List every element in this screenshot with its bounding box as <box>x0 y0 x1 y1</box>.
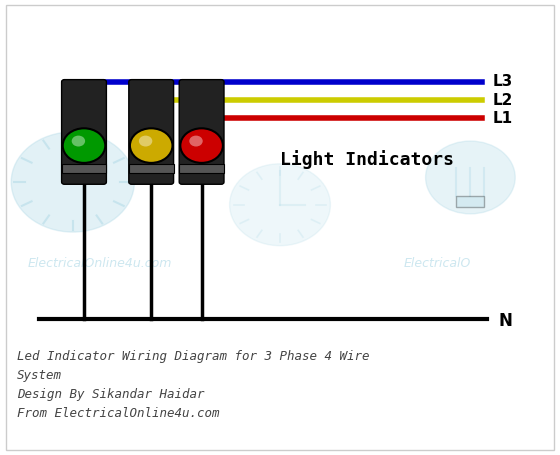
Text: L3: L3 <box>493 75 513 89</box>
Circle shape <box>230 164 330 246</box>
Circle shape <box>180 128 223 163</box>
Text: Led Indicator Wiring Diagram for 3 Phase 4 Wire
System
Design By Sikandar Haidar: Led Indicator Wiring Diagram for 3 Phase… <box>17 350 369 420</box>
Text: Light Indicators: Light Indicators <box>280 150 454 169</box>
FancyBboxPatch shape <box>456 196 484 207</box>
FancyBboxPatch shape <box>62 80 106 184</box>
Circle shape <box>130 128 172 163</box>
Circle shape <box>11 132 134 232</box>
Circle shape <box>139 136 152 147</box>
FancyBboxPatch shape <box>179 164 224 173</box>
Circle shape <box>189 136 203 147</box>
Circle shape <box>72 136 85 147</box>
FancyBboxPatch shape <box>62 164 106 173</box>
FancyBboxPatch shape <box>129 164 174 173</box>
Text: L1: L1 <box>493 111 513 126</box>
Circle shape <box>63 128 105 163</box>
Text: N: N <box>498 312 512 330</box>
Text: ElectricalOnline4u.com: ElectricalOnline4u.com <box>28 258 172 270</box>
FancyBboxPatch shape <box>179 80 224 184</box>
Text: L2: L2 <box>493 93 513 107</box>
FancyBboxPatch shape <box>129 80 174 184</box>
Circle shape <box>426 141 515 214</box>
Text: ElectricalO: ElectricalO <box>403 258 470 270</box>
